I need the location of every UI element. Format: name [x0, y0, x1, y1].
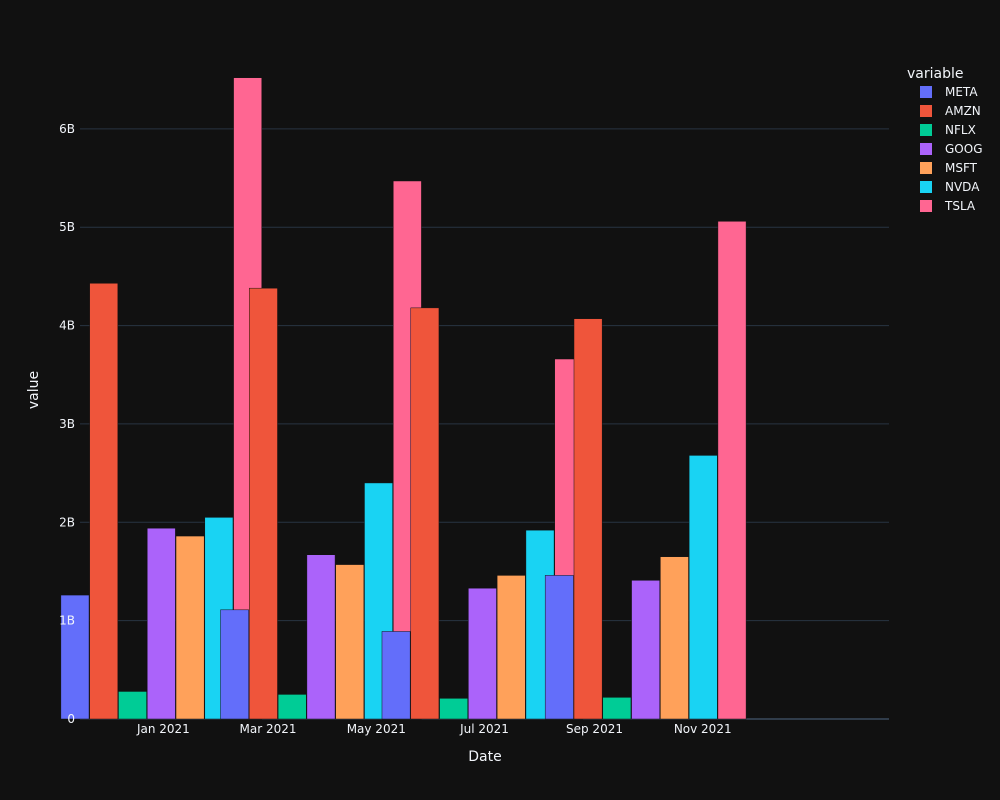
legend-item-nflx[interactable]: NFLX: [920, 123, 976, 137]
y-tick-label: 6B: [59, 122, 75, 136]
bar-msft[interactable]: [175, 535, 205, 720]
legend-item-meta[interactable]: META: [920, 85, 978, 99]
x-tick-label: Nov 2021: [674, 722, 732, 736]
y-axis-ticks: 0 1B 2B 3B 4B 5B 6B: [59, 122, 75, 726]
legend-swatch: [920, 143, 932, 155]
legend-item-tsla[interactable]: TSLA: [920, 199, 976, 213]
bar-amzn[interactable]: [410, 307, 440, 720]
legend-swatch: [920, 162, 932, 174]
bar-meta[interactable]: [60, 594, 90, 720]
y-tick-label: 5B: [59, 220, 75, 234]
bar-meta[interactable]: [220, 609, 249, 720]
bar-meta[interactable]: [544, 575, 574, 720]
legend-item-nvda[interactable]: NVDA: [920, 180, 980, 194]
x-tick-label: Sep 2021: [566, 722, 623, 736]
legend-swatch: [920, 105, 932, 117]
bar-tsla[interactable]: [717, 221, 747, 720]
legend-item-goog[interactable]: GOOG: [920, 142, 983, 156]
bar-goog[interactable]: [468, 587, 497, 720]
legend-label: META: [945, 85, 978, 99]
bar-amzn[interactable]: [249, 287, 278, 720]
bar-nflx[interactable]: [118, 691, 147, 720]
legend-swatch: [920, 86, 932, 98]
bar-msft[interactable]: [335, 564, 365, 720]
legend-item-msft[interactable]: MSFT: [920, 161, 978, 175]
y-tick-label: 3B: [59, 417, 75, 431]
legend-label: AMZN: [945, 104, 981, 118]
x-tick-label: Mar 2021: [240, 722, 297, 736]
y-tick-label: 4B: [59, 319, 75, 333]
legend-title: variable: [907, 66, 963, 82]
bar-msft[interactable]: [496, 575, 526, 720]
bar-nvda[interactable]: [688, 455, 718, 720]
legend-label: TSLA: [944, 199, 976, 213]
legend-label: GOOG: [945, 142, 983, 156]
bar-nflx[interactable]: [277, 694, 307, 720]
bar-goog[interactable]: [146, 527, 176, 720]
legend-swatch: [920, 181, 932, 193]
legend-swatch: [920, 124, 932, 136]
x-tick-label: Jan 2021: [136, 722, 190, 736]
bar-nflx[interactable]: [439, 698, 468, 720]
bar-nflx[interactable]: [602, 697, 632, 720]
y-tick-label: 1B: [59, 614, 75, 628]
x-tick-label: Jul 2021: [459, 722, 509, 736]
bar-meta[interactable]: [381, 631, 411, 720]
bar-amzn[interactable]: [89, 283, 119, 720]
legend-label: MSFT: [945, 161, 978, 175]
legend-item-amzn[interactable]: AMZN: [920, 104, 981, 118]
x-tick-label: May 2021: [347, 722, 406, 736]
bar-amzn[interactable]: [573, 318, 603, 720]
legend-swatch: [920, 200, 932, 212]
bars: [60, 77, 747, 720]
y-axis-title: value: [26, 371, 42, 409]
y-tick-label: 2B: [59, 515, 75, 529]
legend-label: NVDA: [945, 180, 980, 194]
legend[interactable]: variable META AMZN NFLX GOOG MSFT NVDA TSLA: [907, 66, 983, 213]
x-axis-title: Date: [468, 749, 501, 765]
x-axis-ticks: Jan 2021 Mar 2021 May 2021 Jul 2021 Sep 2021…: [136, 722, 732, 736]
legend-label: NFLX: [945, 123, 976, 137]
y-tick-label: 0: [67, 712, 75, 726]
bar-msft[interactable]: [660, 556, 689, 720]
bar-goog[interactable]: [631, 580, 660, 720]
bar-goog[interactable]: [306, 554, 336, 720]
